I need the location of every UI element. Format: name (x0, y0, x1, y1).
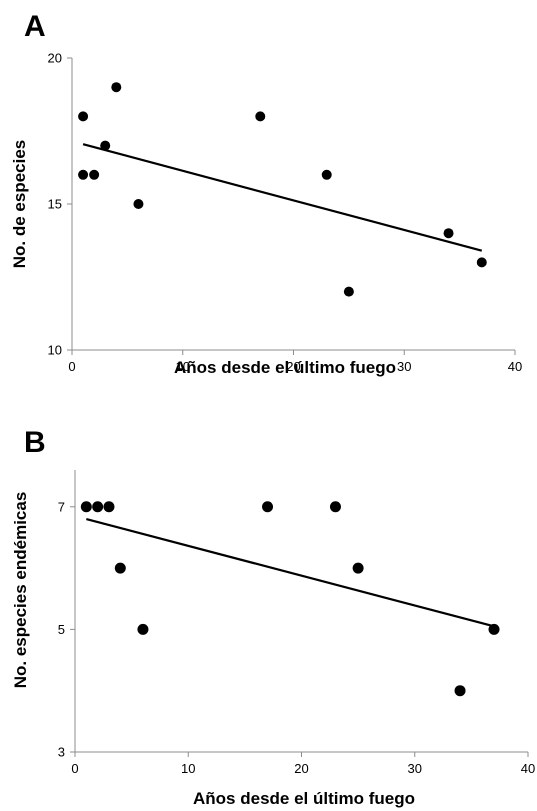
panel-b-y-tick-label: 7 (58, 499, 65, 514)
panel-a-data-point (321, 169, 332, 180)
panel-a-y-tick-label: 20 (48, 51, 62, 66)
panel-b-x-tick-label: 40 (521, 761, 535, 776)
panel-b-x-tick-label: 10 (181, 761, 195, 776)
panel-a-data-point (111, 82, 122, 93)
panel-a-y-tick-label: 15 (48, 197, 62, 212)
panel-a-data-point (255, 111, 266, 122)
panel-a-x-tick-label: 40 (508, 359, 522, 374)
panel-a-x-tick-label: 20 (286, 359, 300, 374)
panel-a-data-point (443, 228, 454, 239)
panel-a-data-point (89, 169, 100, 180)
panel-a-data-point (100, 140, 111, 151)
panel-a-y-tick-label: 10 (48, 343, 62, 358)
panel-a-x-axis-label: Años desde el último fuego (174, 358, 396, 377)
panel-b-data-point (92, 501, 104, 513)
panel-b-x-tick-label: 30 (408, 761, 422, 776)
panel-b-trendline (86, 517, 495, 628)
panel-b-y-tick-label: 3 (58, 745, 65, 760)
panel-b-data-point (352, 562, 364, 574)
panel-a-x-tick-label: 10 (176, 359, 190, 374)
panel-a-x-tick-label: 30 (397, 359, 411, 374)
panel-b-x-tick-label: 0 (71, 761, 78, 776)
panel-b: B 3 5 7 0 10 20 30 40 Años desde el último fuego N… (11, 426, 535, 808)
panel-b-x-tick-label: 20 (294, 761, 308, 776)
panel-a-data-point (476, 257, 487, 268)
panel-a: A 10 15 20 0 10 20 30 40 Años desde el último fue… (10, 10, 522, 377)
panel-b-data-point (329, 501, 341, 513)
panel-b-data-point (262, 501, 274, 513)
panel-b-data-point (114, 562, 126, 574)
panel-b-data-point (454, 685, 466, 697)
panel-a-data-point (78, 169, 89, 180)
panel-a-letter: A (24, 10, 46, 43)
panel-b-y-axis-label: No. especies endémicas (11, 492, 30, 689)
panel-a-data-point (133, 199, 144, 209)
panel-b-data-point (103, 501, 115, 513)
panel-b-x-axis-label: Años desde el último fuego (193, 789, 415, 808)
panel-a-data-point (78, 111, 89, 122)
panel-b-data-point (137, 623, 149, 635)
panel-a-y-axis-label: No. de especies (10, 140, 29, 269)
panel-b-data-point (80, 501, 92, 513)
panel-a-data-point (343, 286, 354, 297)
panel-a-trendline (82, 143, 483, 252)
panel-b-letter: B (24, 426, 46, 459)
panel-a-x-tick-label: 0 (68, 359, 75, 374)
panel-b-y-tick-label: 5 (58, 622, 65, 637)
panel-b-data-point (488, 623, 500, 635)
